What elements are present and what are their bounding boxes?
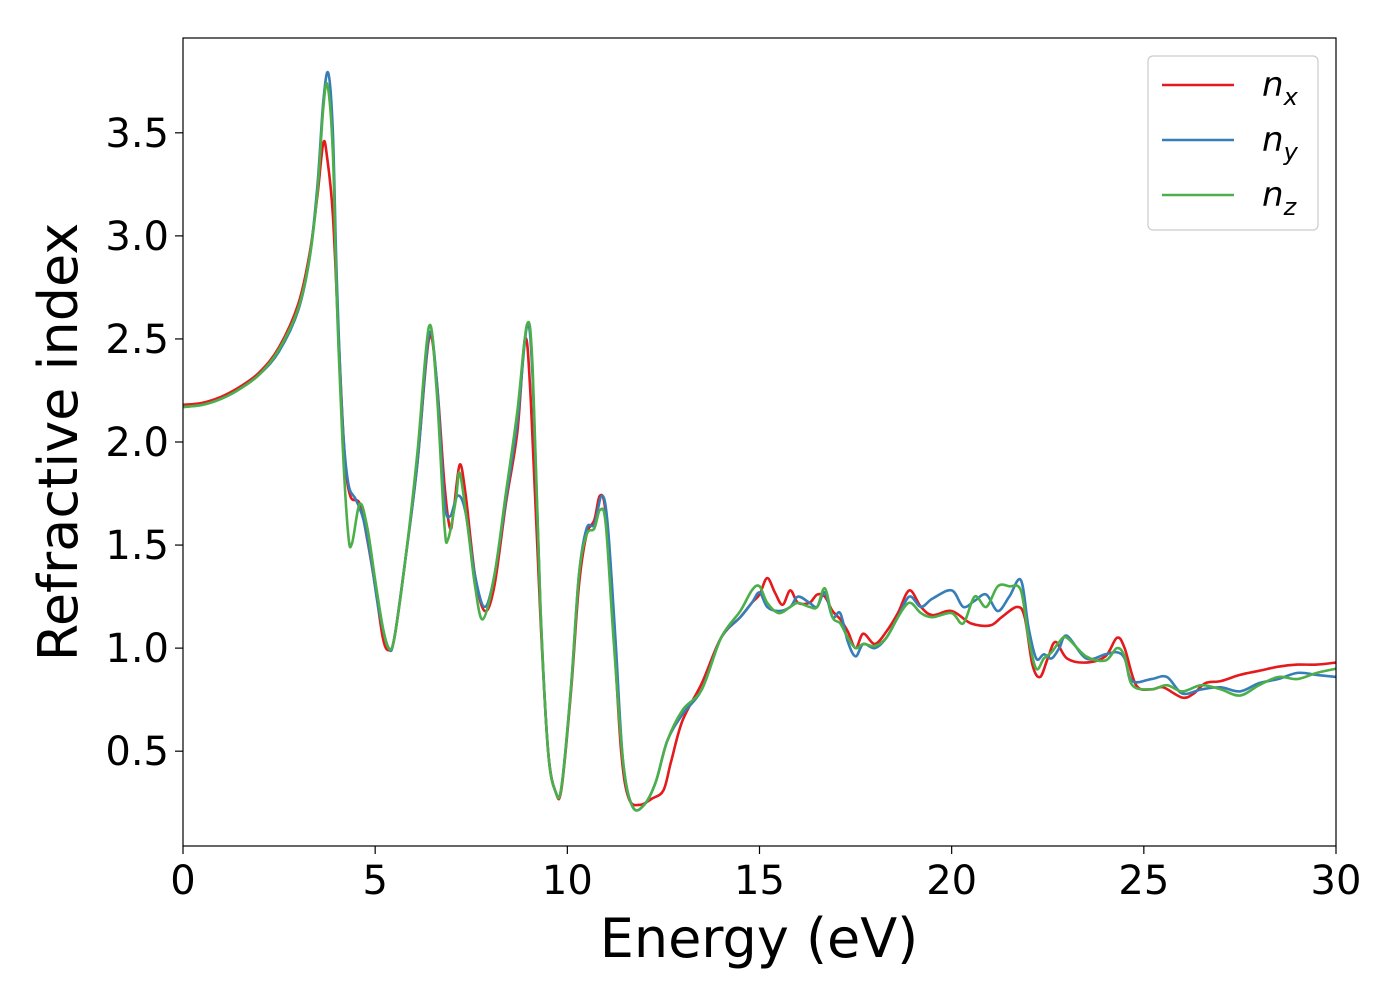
x-axis: 0 5 10 15 20 25 30 [170,846,1361,904]
y-tick-label: 1.0 [105,626,169,672]
series-layer [183,70,1336,812]
y-tick-label: 3.5 [105,111,169,157]
legend-box [1147,55,1319,231]
legend-label-n-z: nz [1262,175,1298,221]
series-line-n-z [183,81,1336,812]
x-tick-label: 20 [926,858,977,904]
y-tick-label: 0.5 [105,729,169,775]
x-tick-label: 30 [1311,858,1362,904]
x-tick-label: 10 [542,858,593,904]
y-axis: 0.5 1.0 1.5 2.0 2.5 3.0 3.5 [105,111,183,775]
y-axis-title: Refractive index [27,223,90,662]
y-tick-label: 2.5 [105,317,169,363]
y-tick-label: 2.0 [105,420,169,466]
y-tick-label: 3.0 [105,214,169,260]
legend-label-n-x: nx [1262,65,1299,111]
legend: nx ny nz [1147,55,1319,231]
legend-label-n-y: ny [1262,120,1299,166]
series-line-n-x [183,139,1336,807]
x-axis-title: Energy (eV) [600,907,919,970]
y-tick-label: 1.5 [105,523,169,569]
x-tick-label: 5 [362,858,387,904]
x-tick-label: 15 [734,858,785,904]
x-tick-label: 25 [1118,858,1169,904]
x-tick-label: 0 [170,858,195,904]
